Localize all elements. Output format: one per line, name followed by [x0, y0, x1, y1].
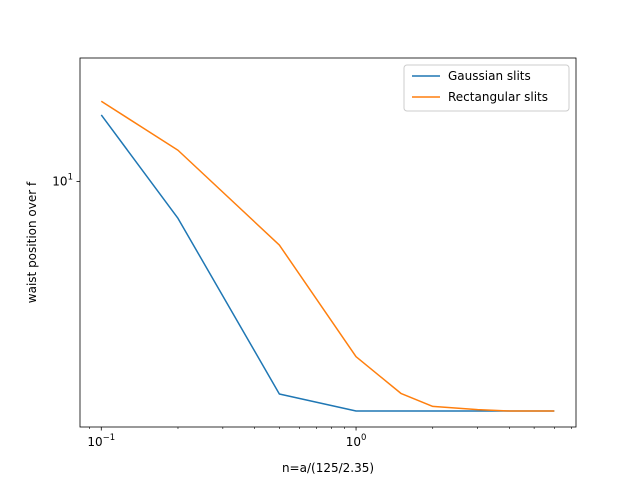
series-layer	[100, 100, 555, 412]
legend-label: Gaussian slits	[448, 69, 531, 83]
legend: Gaussian slits Rectangular slits	[403, 64, 570, 112]
x-axis-label: n=a/(125/2.35)	[282, 461, 374, 475]
y-axis-label: waist position over f	[25, 181, 39, 303]
plot-frame	[79, 57, 577, 428]
legend-label: Rectangular slits	[448, 90, 548, 104]
legend-box	[403, 64, 570, 112]
y-tick-label: 101	[52, 173, 73, 189]
x-tick-label: 100	[346, 433, 367, 449]
ticks-layer: 10−1 100 101	[52, 173, 572, 449]
series-line-2	[100, 100, 555, 412]
x-tick-label: 10−1	[87, 433, 115, 449]
